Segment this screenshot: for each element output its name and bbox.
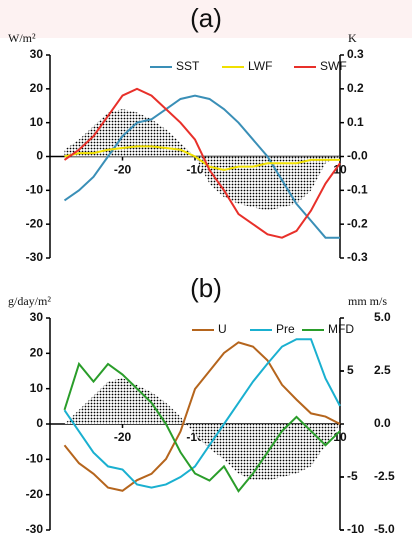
tick-label: -30	[26, 522, 44, 536]
series-line	[63, 87, 341, 239]
stipple-area	[64, 378, 340, 481]
stipple-area	[64, 109, 340, 211]
tick-label: -30	[26, 250, 44, 264]
series-line	[63, 341, 341, 492]
tick-label: 0.2	[347, 81, 364, 95]
tick-label: 10	[30, 381, 44, 395]
tick-label: -0.0	[347, 149, 368, 163]
tick-label: -5	[347, 469, 358, 483]
tick-label: 5	[347, 363, 354, 377]
series-line	[63, 361, 341, 493]
tick-label: 0.1	[347, 115, 364, 129]
tick-label: -20	[26, 216, 44, 230]
tick-label: -10	[26, 452, 44, 466]
tick-label: -20	[26, 487, 44, 501]
y2-axis-unit: K	[348, 31, 357, 45]
panel-title: (b)	[190, 273, 222, 303]
legend-label: Pre	[276, 322, 295, 336]
series-line	[63, 338, 341, 489]
series-line	[63, 94, 340, 239]
tick-label: -0.2	[347, 216, 368, 230]
y2-axis-unit: mm m/s	[348, 294, 387, 308]
x-tick-label: -20	[114, 430, 132, 444]
x-tick-label: -10	[186, 163, 204, 177]
tick-label: 5.0	[374, 310, 391, 324]
tick-label: 30	[30, 47, 44, 61]
tick-label: -5.0	[374, 522, 395, 536]
tick-label: 10	[30, 115, 44, 129]
x-tick-label: -20	[114, 163, 132, 177]
tick-label: 20	[30, 81, 44, 95]
tick-label: 0	[36, 416, 43, 430]
tick-label: -2.5	[374, 469, 395, 483]
legend-label: U	[218, 322, 227, 336]
legend-label: SWF	[320, 59, 347, 73]
tick-label: 0.3	[347, 47, 364, 61]
tick-label: 30	[30, 310, 44, 324]
tick-label: 0.0	[374, 416, 391, 430]
legend-label: LWF	[248, 59, 272, 73]
tick-label: -0.1	[347, 183, 368, 197]
tick-label: 20	[30, 346, 44, 360]
title-band	[0, 0, 412, 38]
tick-label: -10	[347, 522, 365, 536]
tick-label: 2.5	[374, 363, 391, 377]
panel-title: (a)	[190, 3, 222, 33]
series-line	[64, 145, 340, 172]
tick-label: -0.3	[347, 250, 368, 264]
y-axis-unit: W/m²	[8, 31, 36, 45]
y-axis-unit: g/day/m²	[8, 294, 51, 308]
tick-label: -10	[26, 183, 44, 197]
legend-label: MFD	[328, 322, 354, 336]
tick-label: 0	[36, 149, 43, 163]
legend-label: SST	[176, 59, 200, 73]
